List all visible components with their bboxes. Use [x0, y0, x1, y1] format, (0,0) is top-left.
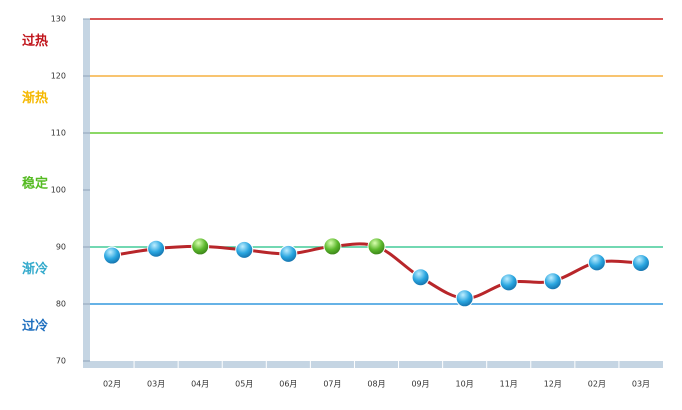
point — [235, 240, 254, 259]
x-tick-label: 10月 — [456, 380, 474, 389]
zone-label: 渐热 — [22, 90, 48, 106]
x-tick-label: 06月 — [279, 380, 297, 389]
x-tick-label: 03月 — [147, 380, 165, 389]
x-tick-label: 04月 — [191, 380, 209, 389]
x-tick-label: 07月 — [323, 380, 341, 389]
point — [543, 272, 562, 291]
zone-label: 过冷 — [22, 318, 48, 334]
zone-label: 渐冷 — [22, 261, 48, 277]
point — [411, 268, 430, 287]
x-tick-label: 03月 — [632, 380, 650, 389]
point — [367, 237, 386, 256]
x-tick-label: 11月 — [500, 380, 518, 389]
x-tick-label: 02月 — [588, 380, 606, 389]
zone-label: 稳定 — [22, 176, 48, 192]
x-tick-label: 05月 — [235, 380, 253, 389]
x-tick-label: 12月 — [544, 380, 562, 389]
y-tick-label: 90 — [56, 243, 66, 252]
y-tick-label: 130 — [51, 15, 66, 24]
x-axis-bar — [83, 361, 663, 368]
x-tick-label: 02月 — [103, 380, 121, 389]
zone-label: 过热 — [22, 33, 48, 49]
point — [455, 289, 474, 308]
x-tick-label: 09月 — [411, 380, 429, 389]
point — [103, 246, 122, 265]
point — [499, 273, 518, 292]
point — [587, 253, 606, 272]
x-tick-label: 08月 — [367, 380, 385, 389]
y-tick-label: 100 — [51, 186, 66, 195]
y-tick-label: 70 — [56, 357, 66, 366]
y-tick-label: 110 — [51, 129, 66, 138]
point — [323, 237, 342, 256]
y-axis-bar — [83, 19, 90, 368]
y-tick-label: 120 — [51, 72, 66, 81]
point — [279, 244, 298, 263]
point — [631, 253, 650, 272]
point — [191, 237, 210, 256]
point — [147, 239, 166, 258]
y-tick-label: 80 — [56, 300, 66, 309]
